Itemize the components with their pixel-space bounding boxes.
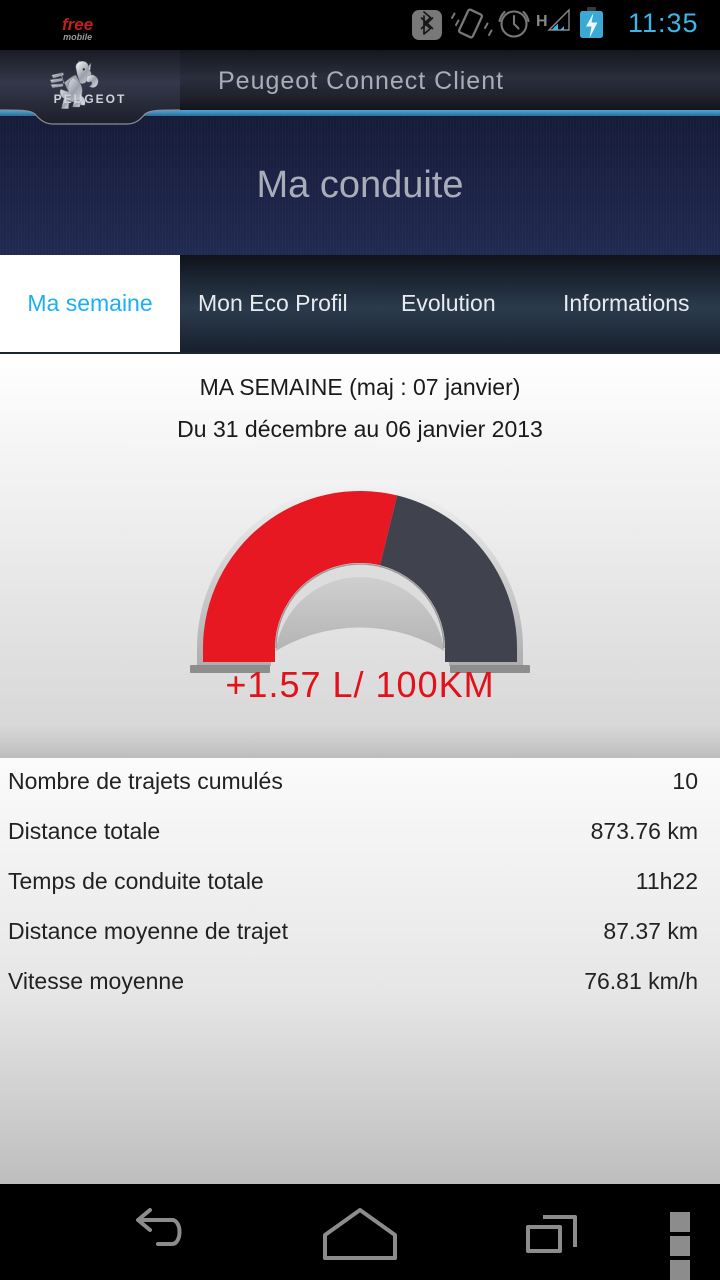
- svg-text:PEUGEOT: PEUGEOT: [54, 92, 127, 106]
- svg-text:H: H: [536, 13, 548, 30]
